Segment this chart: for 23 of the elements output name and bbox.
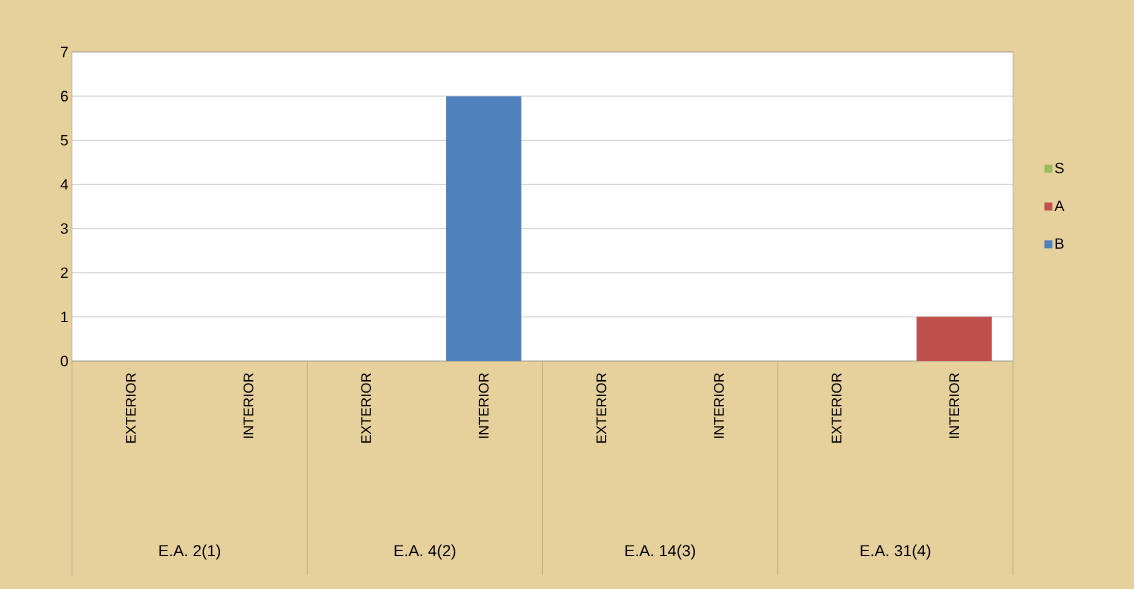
x-tick-label: INTERIOR: [949, 373, 960, 438]
text: E.A. 4(2): [394, 544, 456, 560]
text: E.A. 31(4): [860, 544, 931, 560]
text: E.A. 2(1): [159, 544, 221, 560]
legend-label: S: [1055, 162, 1064, 174]
x-tick-label: INTERIOR: [713, 373, 724, 438]
y-tick-label: 5: [60, 135, 68, 146]
legend-label: A: [1054, 200, 1065, 211]
x-tick-label: EXTERIOR: [596, 373, 607, 443]
y-tick-label: 6: [60, 90, 68, 102]
x-tick-label: INTERIOR: [243, 373, 254, 438]
y-tick-label: 4: [60, 179, 69, 190]
y-tick-label: 7: [60, 46, 68, 58]
y-tick-label: 1: [61, 311, 68, 322]
x-tick-label: EXTERIOR: [125, 373, 136, 443]
x-tick-label: INTERIOR: [478, 373, 489, 438]
x-tick-label: EXTERIOR: [831, 373, 842, 443]
y-tick-label: 0: [60, 355, 68, 367]
text: E.A. 14(3): [625, 544, 695, 560]
legend-label: B: [1055, 238, 1064, 249]
x-tick-label: EXTERIOR: [361, 373, 372, 443]
y-tick-label: 3: [60, 223, 68, 234]
y-tick-label: 2: [60, 267, 68, 278]
